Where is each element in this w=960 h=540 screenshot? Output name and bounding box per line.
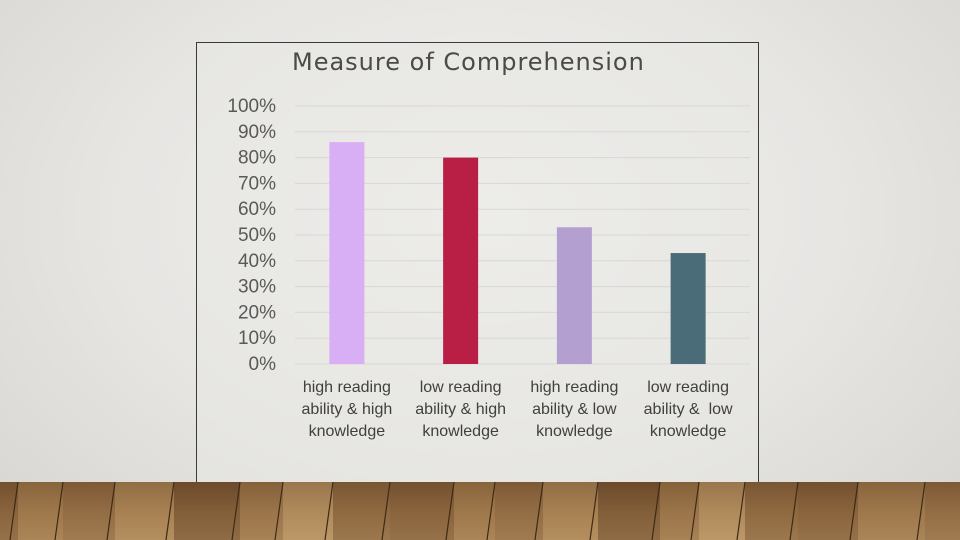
y-tick-label: 100% bbox=[227, 96, 276, 117]
chart-title: Measure of Comprehension bbox=[292, 48, 645, 76]
bar bbox=[670, 253, 706, 364]
wood-floor-decoration bbox=[0, 482, 960, 540]
y-tick-label: 20% bbox=[238, 302, 276, 323]
x-category-label: low reading ability & high knowledge bbox=[415, 379, 506, 440]
y-tick-label: 10% bbox=[238, 328, 276, 349]
y-tick-label: 0% bbox=[249, 354, 277, 375]
x-category-label: high reading ability & low knowledge bbox=[530, 379, 618, 440]
y-tick-label: 80% bbox=[238, 148, 276, 169]
y-tick-label: 90% bbox=[238, 122, 276, 143]
bars bbox=[329, 142, 706, 364]
y-tick-label: 70% bbox=[238, 173, 276, 194]
y-tick-label: 50% bbox=[238, 225, 276, 246]
x-category-label: high reading ability & high knowledge bbox=[302, 379, 393, 440]
y-axis-ticks: 0% 10% 20% 30% 40% 50% 60% 70% 80% 90% 100% bbox=[227, 96, 276, 375]
bar bbox=[329, 142, 365, 364]
bar bbox=[443, 157, 479, 364]
wood-floor-image bbox=[0, 482, 960, 540]
x-axis-labels: high reading ability & high knowledge low r… bbox=[302, 379, 734, 440]
bar bbox=[556, 227, 592, 364]
y-tick-label: 40% bbox=[238, 251, 276, 272]
y-tick-label: 30% bbox=[238, 277, 276, 298]
y-tick-label: 60% bbox=[238, 199, 276, 220]
x-category-label: low reading ability & low knowledge bbox=[644, 379, 733, 440]
